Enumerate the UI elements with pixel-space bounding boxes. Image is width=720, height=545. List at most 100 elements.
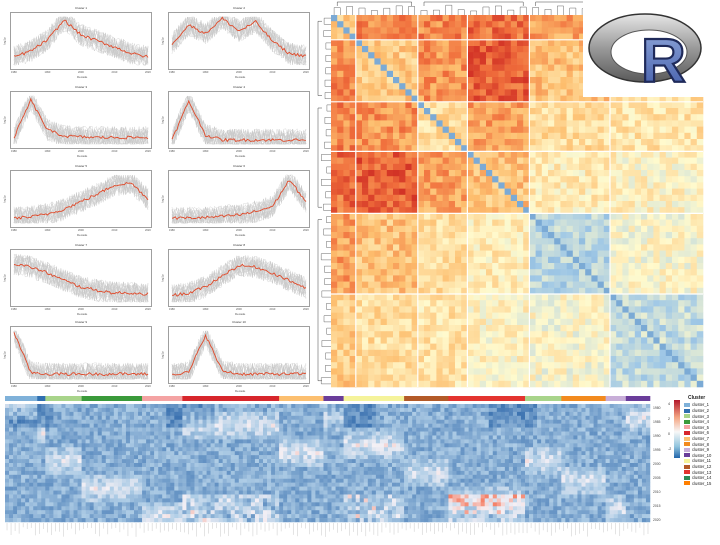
heatmap-cell: [548, 356, 555, 363]
heatmap-cell: [505, 257, 512, 264]
heatmap-cell: [443, 114, 450, 121]
x-tick: 2020: [145, 385, 151, 388]
cluster-heatmap-cell: [57, 491, 61, 495]
annotation-segment: [82, 396, 143, 401]
cluster-heatmap-cell: [126, 502, 130, 506]
heatmap-cell: [573, 226, 580, 233]
heatmap-cell: [629, 375, 636, 382]
cluster-heatmap-cell: [130, 420, 134, 424]
heatmap-cell: [536, 362, 543, 369]
heatmap-cell: [461, 362, 468, 369]
heatmap-cell: [486, 294, 493, 301]
cluster-heatmap-cell: [114, 443, 118, 447]
heatmap-cell: [697, 220, 704, 227]
heatmap-cell: [585, 145, 592, 152]
heatmap-cell: [337, 96, 344, 103]
cluster-heatmap-cell: [49, 459, 53, 463]
heatmap-cell: [554, 46, 561, 53]
cluster-heatmap-cell: [106, 506, 110, 510]
heatmap-cell: [461, 164, 468, 171]
heatmap-cell: [443, 319, 450, 326]
heatmap-cell: [536, 257, 543, 264]
heatmap-cell: [548, 164, 555, 171]
panel-x-label: Decade: [235, 233, 245, 237]
heatmap-cell: [641, 145, 648, 152]
heatmap-cell: [666, 331, 673, 338]
heatmap-cell: [337, 120, 344, 127]
heatmap-cell: [337, 195, 344, 202]
annotation-segment: [142, 396, 183, 401]
cluster-heatmap-cell: [106, 487, 110, 491]
heatmap-cell: [418, 40, 425, 47]
heatmap-cell: [405, 232, 412, 239]
heatmap-cell: [585, 344, 592, 351]
heatmap-cell: [486, 257, 493, 264]
cluster-heatmap-cell: [134, 443, 138, 447]
heatmap-cell: [660, 331, 667, 338]
heatmap-cell: [629, 313, 636, 320]
cluster-heatmap-cell: [86, 467, 90, 471]
heatmap-cell: [666, 288, 673, 295]
heatmap-cell: [529, 164, 536, 171]
heatmap-cell: [684, 213, 691, 220]
heatmap-cell: [517, 182, 524, 189]
heatmap-cell: [455, 226, 462, 233]
heatmap-cell: [443, 89, 450, 96]
heatmap-cell: [461, 325, 468, 332]
heatmap-cell: [467, 108, 474, 115]
heatmap-cell: [511, 201, 518, 208]
heatmap-cell: [424, 120, 431, 127]
heatmap-cell: [350, 164, 357, 171]
cluster-heatmap-cell: [17, 491, 21, 495]
heatmap-cell: [523, 269, 530, 276]
heatmap-cell: [374, 114, 381, 121]
heatmap-cell: [536, 127, 543, 134]
heatmap-cell: [567, 108, 574, 115]
heatmap-cell: [480, 238, 487, 245]
heatmap-cell: [622, 133, 629, 140]
heatmap-cell: [350, 151, 357, 158]
heatmap-cell: [350, 27, 357, 34]
cluster-heatmap-cell: [86, 439, 90, 443]
heatmap-cell: [362, 52, 369, 59]
cluster-heatmap-cell: [37, 459, 41, 463]
heatmap-cell: [604, 263, 611, 270]
heatmap-cell: [536, 375, 543, 382]
heatmap-cell: [672, 325, 679, 332]
cluster-heatmap-cell: [21, 443, 25, 447]
heatmap-cell: [387, 170, 394, 177]
heatmap-cell: [455, 232, 462, 239]
heatmap-cell: [672, 145, 679, 152]
cluster-heatmap-cell: [82, 435, 86, 439]
cluster-heatmap-cell: [130, 435, 134, 439]
heatmap-cell: [461, 15, 468, 22]
heatmap-cell: [492, 34, 499, 41]
heatmap-cell: [529, 114, 536, 121]
heatmap-cell: [387, 145, 394, 152]
heatmap-cell: [542, 275, 549, 282]
heatmap-cell: [573, 182, 580, 189]
cluster-heatmap-cell: [45, 424, 49, 428]
heatmap-cell: [362, 263, 369, 270]
cluster-heatmap-cell: [126, 471, 130, 475]
heatmap-cell: [486, 350, 493, 357]
heatmap-cell: [697, 337, 704, 344]
cluster-heatmap-cell: [118, 412, 122, 416]
heatmap-cell: [498, 220, 505, 227]
heatmap-cell: [591, 282, 598, 289]
heatmap-cell: [461, 21, 468, 28]
heatmap-cell: [467, 238, 474, 245]
heatmap-cell: [362, 102, 369, 109]
x-tick: 2010: [112, 229, 118, 232]
heatmap-cell: [536, 313, 543, 320]
heatmap-cell: [350, 127, 357, 134]
cluster-heatmap-cell: [114, 432, 118, 436]
cluster-heatmap-cell: [13, 483, 17, 487]
heatmap-cell: [374, 356, 381, 363]
heatmap-cell: [418, 282, 425, 289]
heatmap-cell: [684, 151, 691, 158]
heatmap-cell: [467, 65, 474, 72]
heatmap-cell: [610, 331, 617, 338]
heatmap-cell: [579, 375, 586, 382]
heatmap-cell: [331, 275, 338, 282]
